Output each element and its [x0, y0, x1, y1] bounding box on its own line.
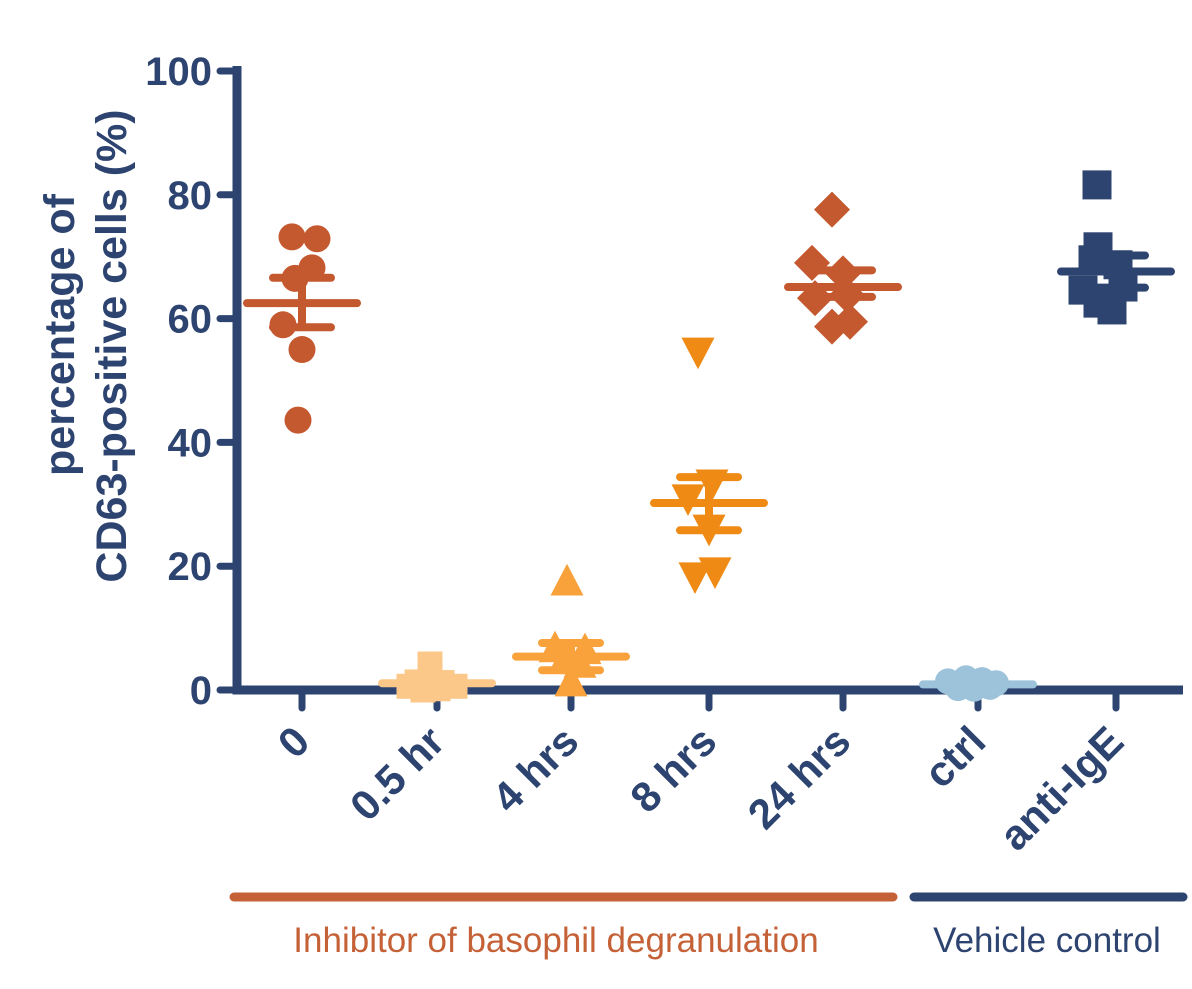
x-group-label: 4 hrs	[483, 717, 587, 821]
data-point	[288, 336, 316, 364]
data-point	[794, 244, 830, 281]
x-group-label: 8 hrs	[621, 717, 725, 821]
y-tick-label: 0	[190, 669, 212, 713]
data-point	[678, 562, 712, 595]
data-point	[554, 664, 588, 697]
x-group-label: 24 hrs	[739, 717, 860, 838]
data-point	[303, 225, 331, 253]
x-group-label: ctrl	[915, 717, 994, 796]
axes	[232, 66, 1183, 695]
x-group-label: anti-IgE	[990, 717, 1132, 859]
y-tick-label: 60	[168, 298, 213, 342]
data-point	[814, 191, 850, 228]
x-group-label: 0	[269, 717, 319, 767]
data-point	[1097, 295, 1127, 325]
y-tick-label: 20	[168, 545, 213, 589]
y-axis-title-line-1: percentage of	[36, 193, 84, 476]
annotation-label-inhibitor: Inhibitor of basophil degranulation	[293, 921, 818, 960]
data-point	[550, 563, 584, 596]
data-point	[1082, 170, 1112, 200]
data-point	[278, 223, 306, 251]
y-axis-title-line-2: CD63-positive cells (%)	[88, 109, 136, 582]
x-group-label: 0.5 hr	[341, 717, 453, 829]
plot-area: 0 20 40 60 80 100 0 0.5 hr 4 hrs 8 hrs 24 hrs ctrla…	[145, 50, 1183, 859]
data-point	[284, 406, 312, 434]
data-point	[681, 337, 715, 370]
annotation-label-vehicle: Vehicle control	[933, 921, 1161, 960]
y-tick-label: 80	[168, 174, 213, 218]
y-tick-label: 40	[168, 421, 213, 465]
y-tick-label: 100	[145, 50, 212, 94]
data-point	[832, 303, 868, 340]
